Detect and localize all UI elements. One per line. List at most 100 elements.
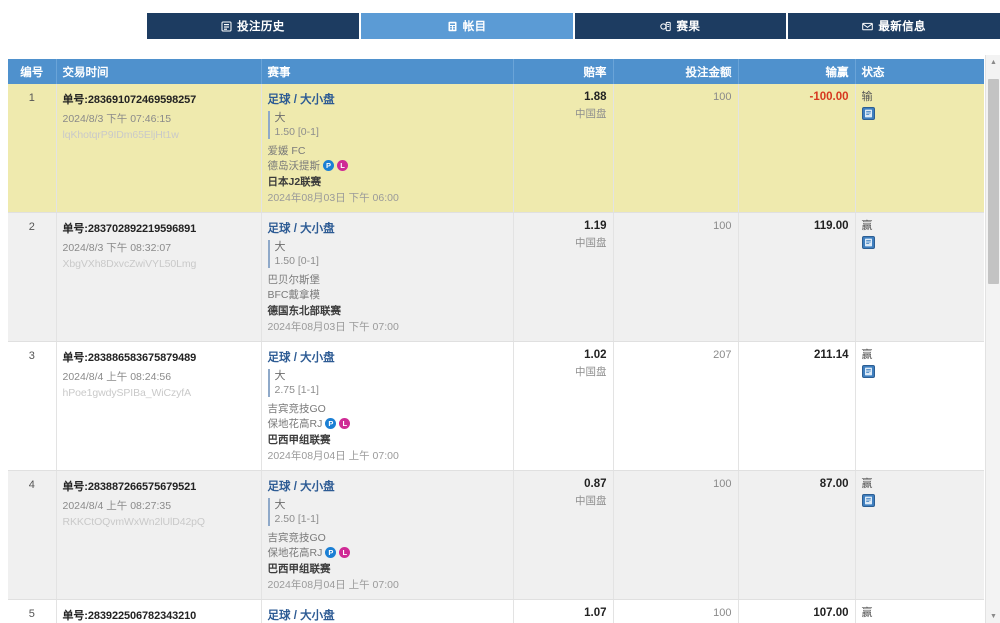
handicap-line: 1.50 [0-1] (274, 255, 319, 267)
scroll-down-arrow-icon[interactable]: ▼ (990, 612, 997, 620)
handicap-line: 2.75 [1-1] (274, 384, 319, 396)
table-row[interactable]: 5 单号:283922506782343210 2024/8/4 上午 10:4… (8, 599, 984, 623)
row-status-cell: 输 (855, 84, 984, 213)
row-status-cell: 赢 (855, 212, 984, 342)
row-transaction-cell: 单号:283922506782343210 2024/8/4 上午 10:44:… (56, 599, 262, 623)
ticket-number: 283887266575679521 (87, 481, 197, 493)
mail-icon (862, 21, 874, 32)
teams-block: 吉宾竞技GO 保地花高RJ P L 巴西甲组联赛 2024年08月04日 上午 … (268, 531, 507, 592)
status-badge: 赢 (861, 607, 873, 619)
status-badge: 赢 (861, 220, 873, 232)
league-name: 巴西甲组联赛 (267, 434, 331, 446)
row-odds-cell: 1.02 中国盘 (513, 341, 614, 471)
results-icon (660, 21, 672, 32)
scroll-up-arrow-icon[interactable]: ▲ (990, 58, 997, 66)
tab-betting-history[interactable]: 投注历史 (147, 13, 359, 39)
bet-selection-block: 大 2.50 [1-1] (267, 498, 507, 526)
tab-label: 最新信息 (878, 21, 926, 33)
market-type: 中国盘 (575, 366, 607, 378)
event-type[interactable]: 足球 / 大小盘 (267, 223, 335, 235)
ticket-label: 单号: (62, 481, 88, 493)
row-winloss-cell: 87.00 (738, 470, 856, 600)
home-team-name: 吉宾竞技GO (267, 403, 326, 415)
status-badge: 赢 (861, 478, 873, 490)
receipt-icon[interactable] (861, 365, 875, 378)
stake-value: 100 (713, 91, 732, 103)
parlay-badge-icon: P (323, 160, 334, 172)
tab-account-ledger[interactable]: 帐目 (360, 13, 573, 39)
live-badge-icon: L (337, 160, 348, 172)
ticket-label: 单号: (62, 610, 88, 622)
transaction-hash: hPoe1gwdySPIBa_WiCzyfA (62, 387, 192, 399)
odds-value: 1.19 (584, 220, 607, 232)
row-number: 2 (8, 212, 57, 342)
row-event-cell: 足球 / 大小盘 大 1.50 [1-0] 科罗拉多斯普林斯 P L 凤凰重生 (261, 599, 514, 623)
receipt-icon[interactable] (861, 494, 875, 507)
event-type[interactable]: 足球 / 大小盘 (267, 481, 335, 493)
vertical-scrollbar[interactable]: ▲ ▼ (985, 55, 1000, 623)
stake-value: 100 (713, 220, 732, 232)
home-team-name: 爱媛 FC (267, 145, 306, 157)
table-row[interactable]: 3 单号:283886583675879489 2024/8/4 上午 08:2… (8, 341, 984, 471)
stake-value: 100 (713, 607, 732, 619)
event-type[interactable]: 足球 / 大小盘 (267, 94, 335, 106)
ticket-label: 单号: (62, 352, 88, 364)
ticket-label: 单号: (62, 94, 88, 106)
home-team: 爱媛 FC (268, 144, 507, 159)
ticket-number: 283702892219596891 (87, 223, 197, 235)
live-badge-icon: L (339, 418, 351, 430)
col-header-stake[interactable]: 投注金额 (613, 59, 739, 84)
table-row[interactable]: 4 单号:283887266575679521 2024/8/4 上午 08:2… (8, 470, 984, 600)
bet-selection-block: 大 1.50 [0-1] (267, 240, 507, 268)
ticket-id: 单号:283922506782343210 (63, 607, 255, 623)
tab-label: 赛果 (676, 21, 701, 33)
home-team: 吉宾竞技GO (268, 402, 507, 417)
row-number: 5 (8, 599, 57, 623)
row-odds-cell: 1.07 中国盘 (513, 599, 614, 623)
winloss-value: 119.00 (813, 220, 849, 232)
row-transaction-cell: 单号:283887266575679521 2024/8/4 上午 08:27:… (56, 470, 262, 600)
odds-value: 1.88 (584, 91, 607, 103)
teams-block: 巴贝尔斯堡 BFC戴拿模 德国东北部联赛 2024年08月03日 下午 07:0… (268, 273, 507, 334)
table-header: 编号 交易时间 赛事 赔率 投注金额 输赢 状态 (8, 59, 984, 84)
odds-value: 1.02 (584, 349, 607, 361)
receipt-icon[interactable] (861, 107, 875, 120)
tab-label: 帐目 (462, 21, 487, 33)
row-transaction-cell: 单号:283691072469598257 2024/8/3 下午 07:46:… (56, 84, 262, 213)
col-header-odds[interactable]: 赔率 (513, 59, 614, 84)
col-header-no[interactable]: 编号 (8, 59, 57, 84)
row-number: 1 (8, 84, 57, 213)
scrollbar-thumb[interactable] (988, 79, 999, 284)
col-header-status[interactable]: 状态 (855, 59, 984, 84)
row-stake-cell: 100 (613, 84, 739, 213)
table-row[interactable]: 2 单号:283702892219596891 2024/8/3 下午 08:3… (8, 212, 984, 342)
away-team: 保地花高RJ P L (268, 417, 507, 432)
away-team-name: 保地花高RJ (267, 546, 323, 559)
transaction-hash: lqKhotqrP9IDm65EljHt1w (62, 129, 179, 141)
receipt-icon[interactable] (861, 236, 875, 249)
row-stake-cell: 100 (613, 212, 739, 342)
parlay-badge-icon: P (325, 418, 337, 430)
kickoff-time: 2024年08月03日 下午 06:00 (267, 192, 399, 204)
tab-latest-info[interactable]: 最新信息 (788, 13, 1000, 39)
winloss-value: 87.00 (819, 478, 849, 490)
table-row[interactable]: 1 单号:283691072469598257 2024/8/3 下午 07:4… (8, 84, 984, 213)
event-type[interactable]: 足球 / 大小盘 (267, 610, 335, 622)
event-type[interactable]: 足球 / 大小盘 (267, 352, 335, 364)
status-badge: 赢 (861, 349, 873, 361)
transaction-hash: RKKCtOQvmWxWn2lUlD42pQ (62, 516, 206, 528)
row-event-cell: 足球 / 大小盘 大 1.50 [0-1] 爱媛 FC 德岛沃提斯 P L (261, 84, 514, 213)
ticket-number: 283691072469598257 (87, 94, 197, 106)
col-header-event[interactable]: 赛事 (261, 59, 514, 84)
kickoff-time: 2024年08月03日 下午 07:00 (267, 321, 399, 333)
teams-block: 爱媛 FC 德岛沃提斯 P L 日本J2联赛 2024年08月03日 下午 06… (268, 144, 507, 205)
col-header-winloss[interactable]: 输赢 (738, 59, 856, 84)
market-type: 中国盘 (575, 495, 607, 507)
col-header-time[interactable]: 交易时间 (56, 59, 262, 84)
league-name: 德国东北部联赛 (267, 305, 342, 317)
league-name: 日本J2联赛 (267, 176, 322, 188)
transaction-time: 2024/8/3 下午 08:32:07 (62, 242, 172, 254)
tab-results[interactable]: 赛果 (574, 13, 787, 39)
away-team-name: 德岛沃提斯 (267, 159, 321, 172)
main-tab-bar: 投注历史 帐目 (147, 13, 1000, 39)
